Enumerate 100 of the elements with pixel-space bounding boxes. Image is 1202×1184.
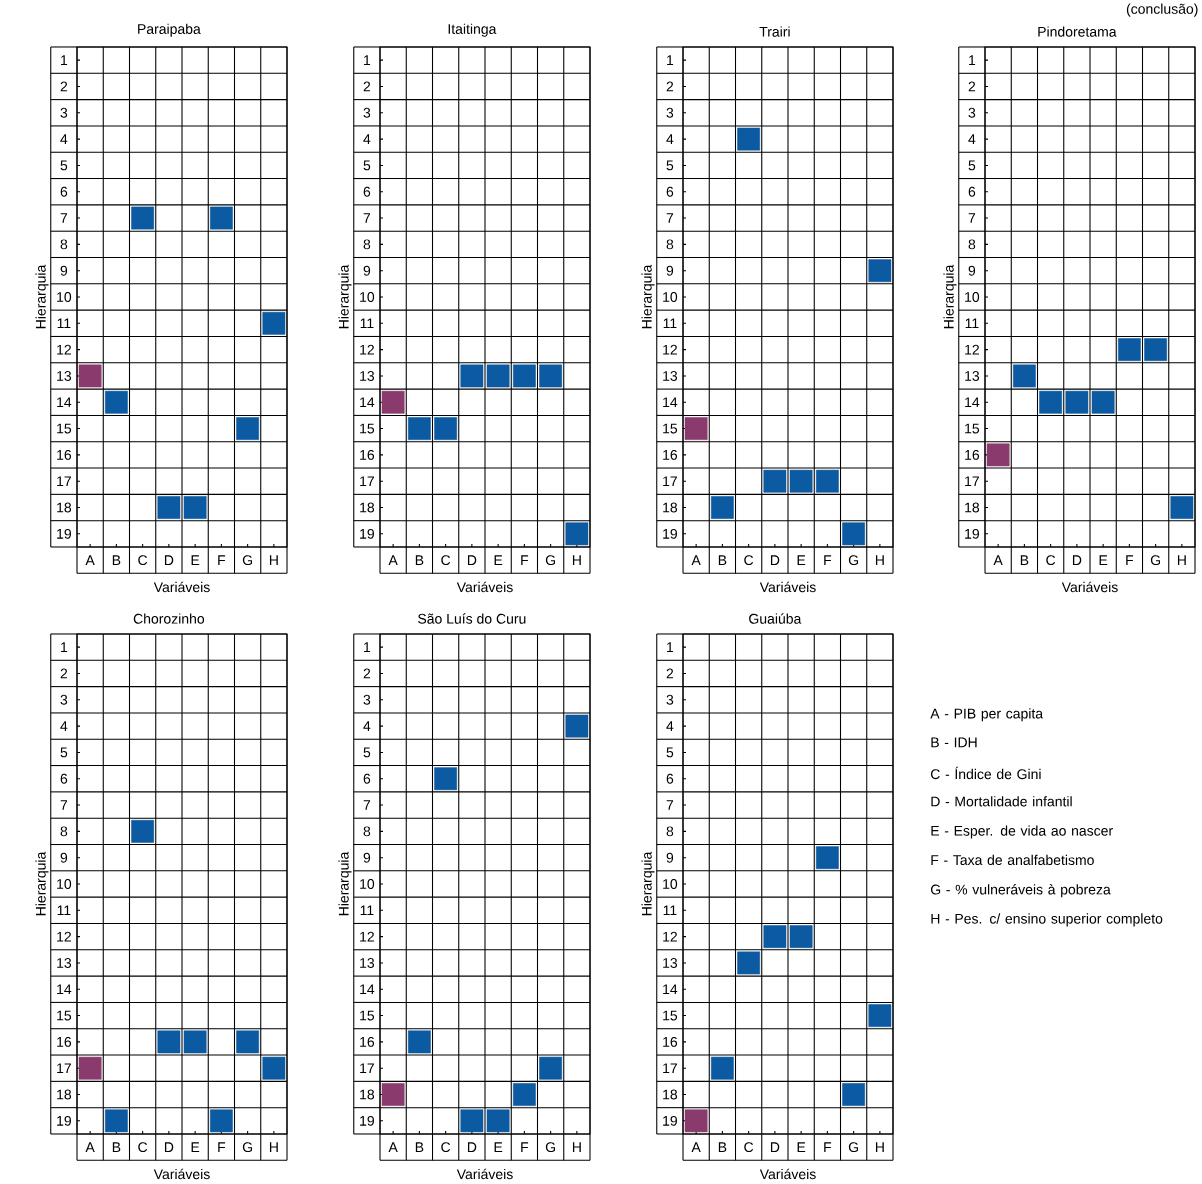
y-tick-label: 4 <box>666 721 674 732</box>
y-tick-label: 7 <box>666 800 674 810</box>
x-tick-label: D <box>164 1142 174 1153</box>
y-tick-label: 10 <box>663 292 678 303</box>
y-tick-label: 7 <box>363 213 371 223</box>
point <box>434 767 458 791</box>
y-axis-title: Hierarquia <box>35 851 49 916</box>
y-tick-label: 16 <box>57 1037 72 1047</box>
x-tick-label: E <box>494 555 503 566</box>
x-tick-label: G <box>848 555 859 566</box>
x-tick-label: D <box>770 1142 780 1153</box>
y-tick-label: 15 <box>663 1010 678 1021</box>
y-tick-label: 12 <box>57 931 71 942</box>
y-tick-label: 4 <box>363 134 371 144</box>
y-tick-label: 19 <box>965 528 979 539</box>
y-tick-label: 18 <box>360 502 375 513</box>
y-tick-label: 6 <box>60 186 68 197</box>
text: E - Esper. de vida ao nascer <box>931 825 1113 839</box>
point <box>131 206 155 230</box>
chart-title: Guaiúba <box>749 613 802 624</box>
x-tick-label: E <box>797 1142 806 1153</box>
text: F - Taxa de analfabetismo <box>931 854 1094 866</box>
point <box>710 1056 734 1080</box>
y-axis-title: Hierarquia <box>35 264 49 329</box>
y-tick-label: 14 <box>57 984 72 995</box>
point <box>737 127 761 151</box>
chart-title: Chorozinho <box>133 613 205 624</box>
x-tick-label: F <box>521 555 529 566</box>
y-tick-label: 2 <box>363 668 371 679</box>
y-tick-label: 16 <box>360 450 375 460</box>
y-tick-label: 1 <box>364 55 371 66</box>
y-tick-label: 1 <box>969 55 976 66</box>
x-tick-label: F <box>218 555 226 566</box>
point <box>434 417 458 441</box>
y-tick-label: 6 <box>666 186 674 197</box>
x-tick-label: D <box>467 555 477 566</box>
y-tick-label: 2 <box>968 81 976 92</box>
x-tick-label: C <box>138 555 148 566</box>
x-tick-label: H <box>572 555 581 566</box>
y-tick-label: 14 <box>965 397 980 408</box>
point <box>183 496 207 519</box>
y-tick-label: 15 <box>360 423 375 434</box>
x-tick-label: E <box>1099 555 1108 566</box>
point <box>763 925 787 949</box>
text: B - IDH <box>931 737 977 748</box>
y-tick-label: 6 <box>60 773 68 784</box>
x-tick-label: G <box>242 1142 253 1153</box>
y-tick-label: 1 <box>667 642 674 653</box>
x-tick-label: E <box>494 1142 503 1153</box>
y-tick-label: 14 <box>360 984 375 995</box>
point <box>763 469 787 493</box>
x-tick-label: F <box>218 1142 226 1153</box>
y-tick-label: 10 <box>965 292 980 303</box>
x-tick-label: H <box>1177 555 1186 566</box>
y-tick-label: 12 <box>663 931 677 942</box>
text: D - Mortalidade infantil <box>931 796 1072 807</box>
text: H - Pes. c/ ensino superior completo <box>931 913 1163 927</box>
y-tick-label: 10 <box>663 879 678 890</box>
point <box>710 496 734 519</box>
text: C - Índice de Gini <box>930 766 1041 780</box>
point <box>381 390 405 414</box>
x-tick-label: C <box>1046 555 1056 566</box>
y-tick-label: 7 <box>60 213 68 223</box>
x-tick-label: E <box>191 1142 200 1153</box>
y-tick-label: 19 <box>360 1115 374 1126</box>
x-tick-label: A <box>85 555 95 566</box>
y-tick-label: 15 <box>57 423 72 434</box>
y-tick-label: 11 <box>360 318 374 329</box>
chart-title: Pindoretama <box>1038 26 1117 37</box>
y-axis-title: Hierarquia <box>943 264 957 329</box>
y-tick-label: 19 <box>57 528 71 539</box>
y-tick-label: 15 <box>663 423 678 434</box>
x-tick-label: B <box>1020 555 1029 566</box>
x-tick-label: G <box>545 1142 556 1153</box>
y-tick-label: 9 <box>968 265 976 276</box>
y-tick-label: 13 <box>663 958 678 968</box>
y-tick-label: 18 <box>965 502 980 513</box>
x-tick-label: A <box>691 555 701 566</box>
y-tick-label: 18 <box>663 1089 678 1100</box>
y-tick-label: 5 <box>363 160 371 171</box>
y-tick-label: 12 <box>57 344 71 355</box>
y-tick-label: 17 <box>57 476 71 487</box>
x-tick-label: H <box>875 1142 884 1153</box>
y-tick-label: 19 <box>663 1115 677 1126</box>
x-tick-label: D <box>1072 555 1082 566</box>
y-tick-label: 13 <box>360 371 375 381</box>
y-tick-label: 18 <box>663 502 678 513</box>
x-tick-label: B <box>718 1142 727 1153</box>
y-tick-label: 7 <box>968 213 976 223</box>
y-tick-label: 10 <box>360 879 375 890</box>
chart-title: Paraipaba <box>138 23 201 37</box>
y-tick-label: 10 <box>360 292 375 303</box>
y-tick-label: 13 <box>57 958 72 968</box>
y-tick-label: 17 <box>360 476 374 487</box>
point <box>789 469 813 493</box>
x-tick-label: C <box>441 1142 451 1153</box>
x-tick-label: B <box>112 1142 121 1153</box>
point <box>684 1109 708 1133</box>
y-tick-label: 3 <box>363 694 371 705</box>
x-tick-label: G <box>545 555 556 566</box>
